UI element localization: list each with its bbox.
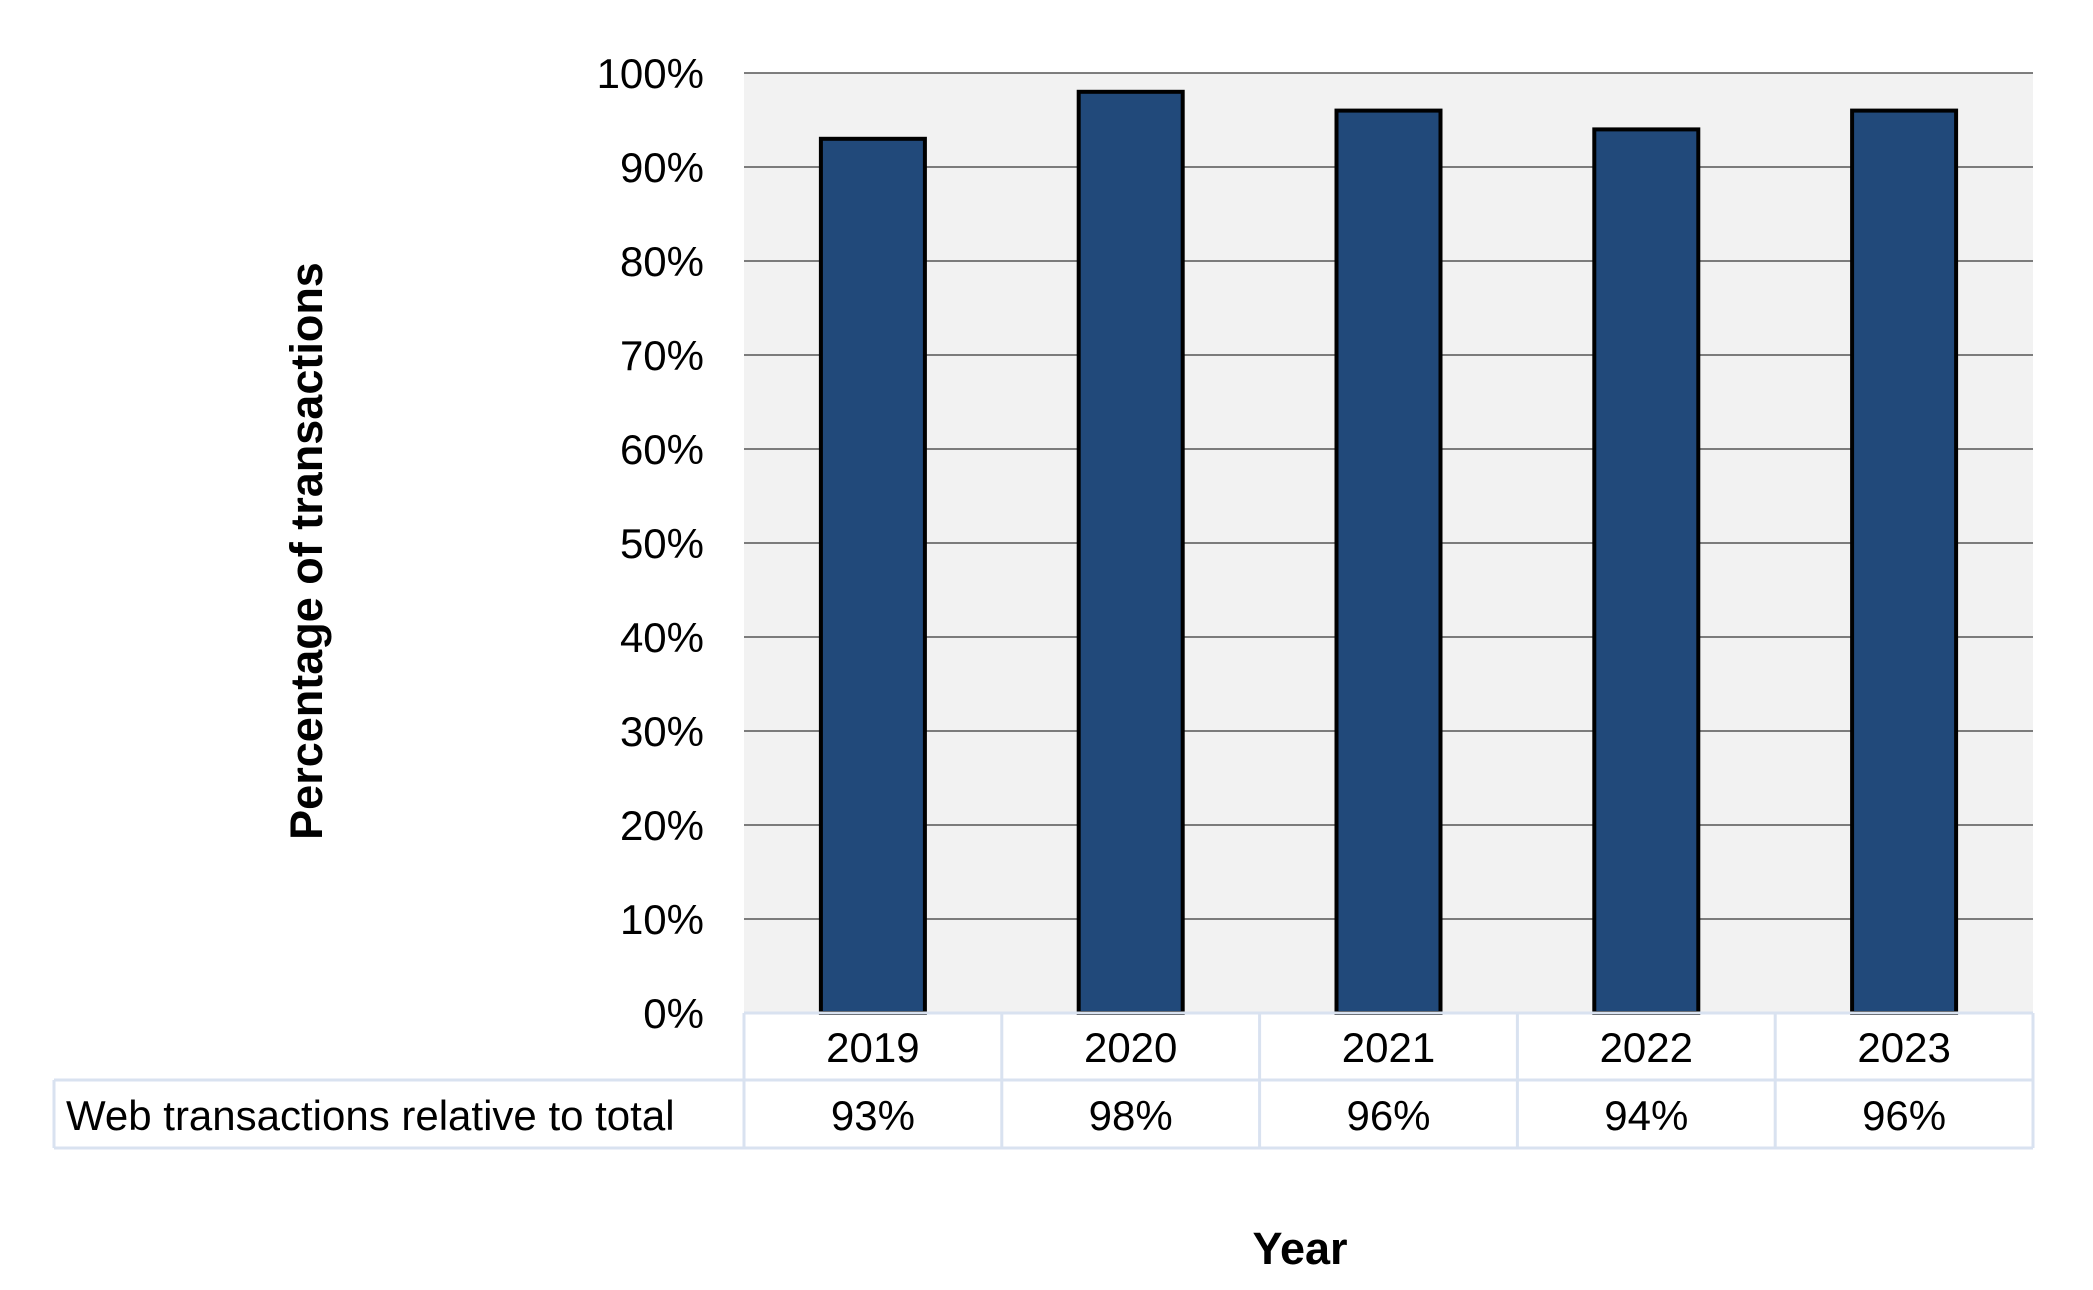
y-axis-label: Percentage of transactions (281, 262, 332, 840)
y-tick-label: 60% (620, 426, 704, 473)
data-label: 94% (1604, 1092, 1688, 1139)
x-tick-label: 2019 (826, 1024, 919, 1071)
data-label: 96% (1862, 1092, 1946, 1139)
x-tick-label: 2021 (1342, 1024, 1435, 1071)
data-label: 93% (831, 1092, 915, 1139)
x-tick-label: 2022 (1600, 1024, 1693, 1071)
bar (1334, 108, 1443, 1016)
y-tick-label: 0% (643, 990, 704, 1037)
bars (818, 89, 1959, 1016)
data-table: 2019 2020 2021 2022 2023 Web transactions rel… (52, 1011, 2035, 1150)
y-tick-label: 20% (620, 802, 704, 849)
x-tick-label: 2020 (1084, 1024, 1177, 1071)
bar (1850, 108, 1959, 1016)
y-tick-label: 30% (620, 708, 704, 755)
bar (1592, 127, 1701, 1015)
x-tick-label: 2023 (1857, 1024, 1950, 1071)
y-tick-label: 100% (597, 50, 704, 97)
y-tick-label: 50% (620, 520, 704, 567)
y-tick-label: 80% (620, 238, 704, 285)
y-tick-label: 90% (620, 144, 704, 191)
data-label: 96% (1346, 1092, 1430, 1139)
bar (818, 136, 927, 1016)
y-tick-label: 40% (620, 614, 704, 661)
table-row-label: Web transactions relative to total (66, 1092, 675, 1139)
x-axis-label: Year (1252, 1223, 1347, 1274)
y-tick-label: 10% (620, 896, 704, 943)
y-tick-label: 70% (620, 332, 704, 379)
y-axis-ticks: 0% 10% 20% 30% 40% 50% 60% 70% 80% 90% 100% (597, 50, 704, 1037)
data-label: 98% (1089, 1092, 1173, 1139)
bar (1076, 89, 1185, 1016)
